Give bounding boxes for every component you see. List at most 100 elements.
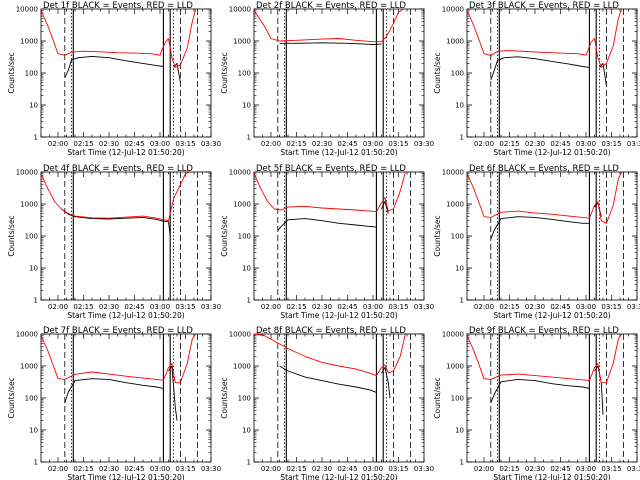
x-tick-label: 03:30 bbox=[627, 140, 640, 148]
panel-2f: Det 2f BLACK = Events, RED = LLD 1 10 100 10… bbox=[220, 1, 434, 157]
panel-6f: Det 6f BLACK = Events, RED = LLD 1 10 100 10… bbox=[433, 164, 640, 320]
x-axis-label: Start Time (12-Jul-12 01:50:20) bbox=[67, 311, 184, 320]
panel-3f: Det 3f BLACK = Events, RED = LLD 1 10 100 10… bbox=[433, 1, 640, 157]
panel-title: Det 2f BLACK = Events, RED = LLD bbox=[256, 1, 406, 11]
panel-8f: Det 8f BLACK = Events, RED = LLD 1 10 100 10… bbox=[220, 326, 434, 480]
y-tick-label: 1000 bbox=[233, 201, 251, 209]
y-tick-label: 10000 bbox=[442, 169, 464, 177]
series-line-events bbox=[64, 55, 164, 79]
x-tick-label: 03:15 bbox=[175, 303, 195, 311]
series-line-events bbox=[381, 201, 389, 214]
series-events bbox=[490, 365, 604, 415]
x-tick-label: 02:30 bbox=[525, 140, 545, 148]
y-tick-label: 1 bbox=[460, 459, 464, 467]
series-line-events bbox=[168, 365, 178, 421]
series-lld bbox=[253, 171, 406, 213]
x-axis-label: Start Time (12-Jul-12 01:50:20) bbox=[280, 473, 397, 480]
y-tick-label: 100 bbox=[25, 395, 38, 403]
y-axis-label: Counts/sec bbox=[7, 215, 16, 256]
series-line-events bbox=[61, 208, 171, 237]
x-tick-label: 03:15 bbox=[601, 303, 621, 311]
series-line-events bbox=[277, 218, 377, 231]
y-tick-label: 1000 bbox=[20, 363, 38, 371]
x-tick-label: 02:30 bbox=[312, 303, 332, 311]
y-tick-label: 100 bbox=[451, 233, 464, 241]
y-tick-label: 1000 bbox=[233, 38, 251, 46]
x-tick-label: 03:00 bbox=[150, 303, 170, 311]
y-tick-label: 1000 bbox=[20, 38, 38, 46]
x-tick-label: 03:00 bbox=[363, 303, 383, 311]
series-line-lld bbox=[466, 171, 623, 224]
x-tick-label: 03:30 bbox=[627, 465, 640, 473]
x-tick-label: 03:15 bbox=[388, 140, 408, 148]
y-axis-label: Counts/sec bbox=[220, 52, 229, 93]
series-lld bbox=[253, 8, 404, 43]
x-tick-label: 03:15 bbox=[601, 465, 621, 473]
series-line-lld bbox=[40, 8, 197, 68]
y-tick-label: 10000 bbox=[229, 331, 251, 339]
panel-title: Det 4f BLACK = Events, RED = LLD bbox=[43, 164, 193, 174]
x-tick-label: 02:00 bbox=[261, 303, 281, 311]
y-tick-label: 10000 bbox=[229, 6, 251, 14]
x-tick-label: 02:45 bbox=[337, 140, 357, 148]
panel-title: Det 7f BLACK = Events, RED = LLD bbox=[43, 326, 193, 336]
series-lld bbox=[40, 8, 197, 68]
y-tick-label: 10 bbox=[455, 427, 464, 435]
x-tick-label: 03:00 bbox=[363, 140, 383, 148]
series-lld bbox=[40, 171, 191, 222]
x-tick-label: 03:15 bbox=[601, 140, 621, 148]
y-axis-label: Counts/sec bbox=[220, 215, 229, 256]
x-tick-label: 02:30 bbox=[525, 303, 545, 311]
x-tick-label: 03:00 bbox=[576, 140, 596, 148]
y-tick-label: 100 bbox=[25, 70, 38, 78]
x-tick-label: 03:30 bbox=[414, 140, 434, 148]
x-tick-label: 03:15 bbox=[388, 465, 408, 473]
x-tick-label: 02:30 bbox=[525, 465, 545, 473]
y-axis-label: Counts/sec bbox=[7, 377, 16, 418]
x-tick-label: 03:30 bbox=[627, 303, 640, 311]
x-tick-label: 02:45 bbox=[550, 465, 570, 473]
series-line-events bbox=[64, 378, 164, 404]
series-events bbox=[279, 365, 391, 399]
y-axis-label: Counts/sec bbox=[433, 215, 442, 256]
series-line-events bbox=[490, 216, 590, 240]
panel-5f: Det 5f BLACK = Events, RED = LLD 1 10 100 10… bbox=[220, 164, 434, 320]
y-tick-label: 10000 bbox=[229, 169, 251, 177]
x-tick-label: 02:15 bbox=[499, 303, 519, 311]
x-tick-label: 02:30 bbox=[312, 140, 332, 148]
y-tick-label: 10 bbox=[242, 102, 251, 110]
x-axis-label: Start Time (12-Jul-12 01:50:20) bbox=[493, 311, 610, 320]
x-axis-label: Start Time (12-Jul-12 01:50:20) bbox=[493, 148, 610, 157]
x-tick-label: 03:00 bbox=[150, 465, 170, 473]
y-tick-label: 100 bbox=[451, 395, 464, 403]
y-tick-label: 10 bbox=[242, 265, 251, 273]
y-tick-label: 10000 bbox=[442, 6, 464, 14]
y-tick-label: 10 bbox=[29, 427, 38, 435]
x-tick-label: 03:15 bbox=[388, 303, 408, 311]
x-tick-label: 02:45 bbox=[337, 303, 357, 311]
y-tick-label: 1000 bbox=[446, 201, 464, 209]
plot-frame bbox=[466, 171, 638, 301]
plot-frame bbox=[253, 8, 425, 138]
series-line-lld bbox=[40, 171, 191, 222]
series-lld bbox=[253, 333, 406, 377]
x-tick-label: 02:15 bbox=[286, 303, 306, 311]
plot-frame bbox=[253, 333, 425, 463]
panel-title: Det 3f BLACK = Events, RED = LLD bbox=[469, 1, 619, 11]
x-tick-label: 02:45 bbox=[124, 303, 144, 311]
x-tick-label: 02:30 bbox=[312, 465, 332, 473]
y-tick-label: 10000 bbox=[16, 6, 38, 14]
panel-title: Det 8f BLACK = Events, RED = LLD bbox=[256, 326, 406, 336]
series-line-lld bbox=[253, 8, 404, 43]
series-line-events bbox=[279, 365, 377, 393]
y-tick-label: 100 bbox=[238, 395, 251, 403]
y-axis-label: Counts/sec bbox=[433, 52, 442, 93]
y-tick-label: 1000 bbox=[233, 363, 251, 371]
panel-title: Det 9f BLACK = Events, RED = LLD bbox=[469, 326, 619, 336]
series-events bbox=[277, 201, 389, 231]
x-tick-label: 02:15 bbox=[286, 465, 306, 473]
y-tick-label: 10 bbox=[455, 265, 464, 273]
y-axis-label: Counts/sec bbox=[7, 52, 16, 93]
y-tick-label: 1000 bbox=[20, 201, 38, 209]
